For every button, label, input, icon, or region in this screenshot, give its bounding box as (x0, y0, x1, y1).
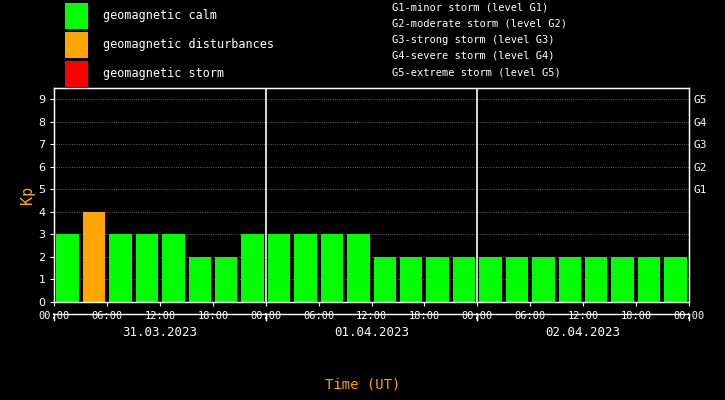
Bar (162, 234, 185, 302)
Bar (241, 234, 264, 302)
Bar (532, 257, 555, 302)
Bar (268, 234, 290, 302)
Bar (558, 257, 581, 302)
Text: 01.04.2023: 01.04.2023 (334, 326, 409, 338)
Bar (638, 257, 660, 302)
Bar (400, 257, 423, 302)
Bar (65, 3, 88, 29)
Bar (373, 257, 396, 302)
Text: 02.04.2023: 02.04.2023 (545, 326, 621, 338)
Bar (188, 257, 211, 302)
Bar (65, 32, 88, 58)
Bar (320, 234, 343, 302)
Y-axis label: Kp: Kp (20, 186, 36, 204)
Bar (215, 257, 237, 302)
Bar (347, 234, 370, 302)
Bar (453, 257, 476, 302)
Bar (109, 234, 132, 302)
Text: G4-severe storm (level G4): G4-severe storm (level G4) (392, 51, 554, 61)
Bar (57, 234, 79, 302)
Bar (506, 257, 529, 302)
Bar (426, 257, 449, 302)
Bar (611, 257, 634, 302)
Text: geomagnetic calm: geomagnetic calm (103, 9, 217, 22)
Bar (65, 61, 88, 87)
Text: G5-extreme storm (level G5): G5-extreme storm (level G5) (392, 67, 560, 77)
Text: G2-moderate storm (level G2): G2-moderate storm (level G2) (392, 18, 566, 28)
Text: geomagnetic storm: geomagnetic storm (103, 68, 224, 80)
Bar (294, 234, 317, 302)
Text: G1-minor storm (level G1): G1-minor storm (level G1) (392, 2, 548, 12)
Text: Time (UT): Time (UT) (325, 377, 400, 391)
Text: geomagnetic disturbances: geomagnetic disturbances (103, 38, 274, 51)
Text: 31.03.2023: 31.03.2023 (123, 326, 198, 338)
Bar (585, 257, 608, 302)
Bar (479, 257, 502, 302)
Text: G3-strong storm (level G3): G3-strong storm (level G3) (392, 35, 554, 45)
Bar (664, 257, 687, 302)
Bar (136, 234, 158, 302)
Bar (83, 212, 105, 302)
